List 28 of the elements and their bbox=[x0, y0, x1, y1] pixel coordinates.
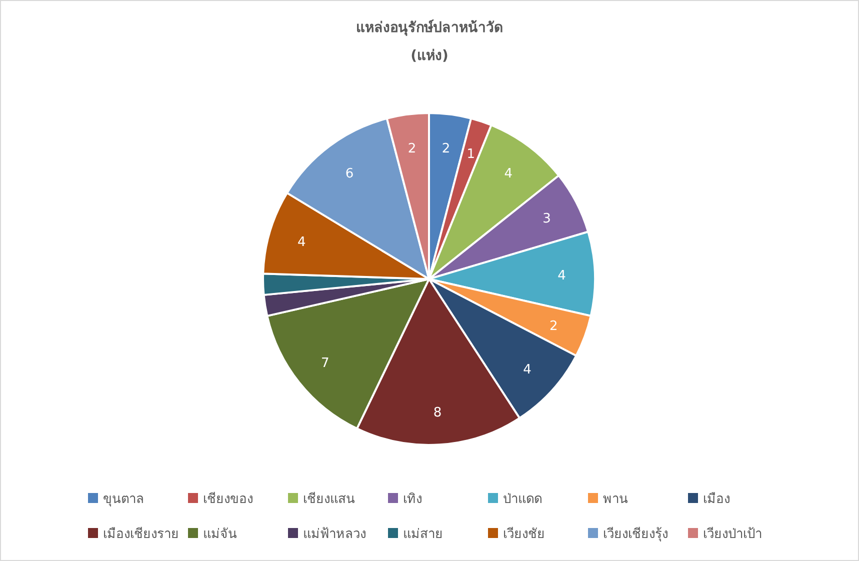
legend-label: เมืองเชียงราย bbox=[103, 526, 179, 542]
legend-label: แม่ฟ้าหลวง bbox=[303, 527, 366, 542]
legend-label: เชียงของ bbox=[203, 491, 253, 507]
legend-label: แม่สาย bbox=[403, 527, 443, 542]
data-label: 1 bbox=[466, 146, 475, 162]
data-label: 4 bbox=[298, 235, 306, 250]
data-label: 8 bbox=[433, 406, 442, 421]
data-label: 4 bbox=[504, 166, 513, 182]
legend-label: เวียงชัย bbox=[503, 526, 545, 542]
legend-label: แม่จัน bbox=[203, 527, 237, 542]
legend-label: เชียงแสน bbox=[303, 491, 355, 507]
legend-label: เวียงเชียงรุ้ง bbox=[603, 526, 668, 542]
legend-label: พาน bbox=[603, 492, 628, 507]
data-label: 7 bbox=[321, 356, 330, 371]
legend-label: เวียงป่าเป้า bbox=[703, 526, 762, 542]
data-label: 3 bbox=[542, 212, 551, 227]
legend-label: เมือง bbox=[703, 491, 730, 507]
data-label: 2 bbox=[549, 318, 558, 334]
legend-label: ป่าแดด bbox=[503, 492, 542, 507]
data-label: 2 bbox=[442, 141, 450, 156]
data-label: 4 bbox=[523, 362, 532, 378]
chart-subtitle: (แห่ง) bbox=[410, 48, 448, 64]
data-label: 2 bbox=[408, 141, 416, 156]
data-label: 4 bbox=[558, 268, 566, 284]
legend-label: เทิง bbox=[403, 492, 422, 507]
chart-title: แหล่งอนุรักษ์ปลาหน้าวัด bbox=[356, 19, 503, 36]
data-label: 6 bbox=[345, 166, 354, 182]
legend-label: ขุนตาล bbox=[103, 492, 144, 507]
